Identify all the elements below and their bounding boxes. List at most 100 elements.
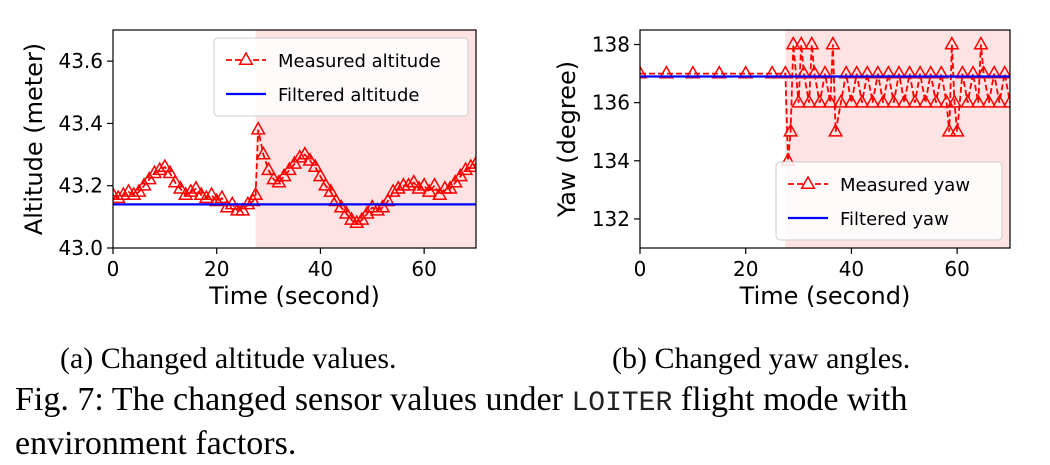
data-point [986, 65, 1002, 79]
data-point [880, 65, 897, 79]
data-point [790, 94, 807, 108]
data-point [152, 161, 168, 176]
data-point [777, 65, 793, 79]
data-point [463, 158, 476, 172]
data-point [260, 161, 277, 176]
data-point [390, 180, 406, 194]
x-axis-label: Time (second) [208, 282, 380, 310]
data-point [838, 65, 854, 79]
x-tick-label: 60 [944, 257, 969, 281]
legend: Measured yaw Filtered yaw [775, 161, 1003, 241]
data-point [172, 180, 188, 194]
data-point [804, 36, 820, 50]
data-point [401, 177, 417, 191]
data-point [965, 65, 981, 79]
x-tick-label: 60 [411, 257, 436, 281]
data-point [349, 214, 365, 229]
x-tick-label: 40 [308, 257, 333, 281]
data-point [827, 123, 844, 137]
caption-b: (b) Changed yaw angles. [612, 342, 911, 375]
legend-box [775, 161, 1003, 241]
data-point [796, 65, 812, 79]
data-point [891, 65, 907, 79]
plot-frame [112, 29, 477, 249]
series-line [640, 44, 1010, 161]
data-point [870, 65, 886, 79]
data-point [859, 65, 875, 79]
x-tick-label: 20 [204, 257, 229, 281]
data-point [307, 158, 323, 172]
data-point [115, 186, 131, 201]
data-point [849, 65, 865, 79]
data-point [302, 152, 318, 166]
data-point [255, 146, 271, 160]
data-point [248, 186, 264, 201]
data-point [960, 94, 976, 108]
data-point [912, 65, 928, 79]
legend-marker [800, 175, 816, 189]
data-point [406, 174, 422, 188]
data-point [933, 65, 949, 79]
data-point [997, 65, 1010, 79]
legend-label: Measured yaw [840, 175, 970, 196]
data-point [901, 65, 918, 79]
data-point [896, 94, 912, 108]
legend-label: Filtered altitude [278, 85, 419, 106]
y-tick-label: 43.2 [58, 174, 103, 198]
figure-caption: Fig. 7: The changed sensor values under … [15, 380, 1045, 464]
data-point [917, 94, 934, 108]
legend: Measured altitude Filtered altitude [213, 37, 469, 117]
data-point [312, 167, 329, 182]
data-point [297, 146, 313, 160]
figure: 0 20 40 60 43.0 43.2 43.4 43.6 Time (second) Alti… [20, 29, 1011, 310]
data-point [157, 158, 173, 172]
x-tick-label: 0 [634, 257, 647, 281]
data-point [658, 65, 675, 79]
data-point [793, 36, 809, 50]
data-point [946, 94, 963, 108]
data-point [817, 65, 833, 79]
data-point [640, 65, 648, 79]
legend-marker [238, 51, 254, 65]
legend-label: Measured altitude [278, 51, 441, 72]
data-point [224, 195, 240, 210]
data-point [833, 94, 849, 108]
data-point [812, 94, 828, 108]
data-point [468, 155, 476, 169]
y-tick-label: 132 [592, 207, 630, 231]
data-point [416, 177, 432, 191]
data-point [783, 123, 799, 137]
y-tick-label: 136 [592, 91, 630, 115]
data-point [411, 180, 427, 194]
data-point [338, 205, 354, 219]
figure-caption-suffix: flight mode with environment factors. [15, 381, 908, 462]
data-point [369, 202, 386, 216]
data-point [801, 94, 817, 108]
plot-frame [639, 29, 1011, 249]
data-point [854, 94, 870, 108]
data-point [843, 94, 860, 108]
data-point [167, 174, 183, 188]
data-point [318, 177, 334, 191]
data-layer [113, 121, 476, 229]
data-point [764, 65, 780, 79]
caption-a: (a) Changed altitude values. [60, 342, 397, 375]
data-point [864, 94, 881, 108]
data-point [240, 195, 256, 210]
y-axis-label: Altitude (meter) [20, 43, 48, 235]
data-point [426, 177, 443, 191]
data-point [822, 94, 838, 108]
y-axis-label: Yaw (degree) [553, 61, 581, 218]
y-tick-label: 134 [592, 149, 630, 173]
data-point [928, 94, 944, 108]
x-tick-label: 0 [107, 257, 120, 281]
data-point [333, 198, 349, 213]
data-point [975, 65, 992, 79]
data-point [785, 36, 801, 50]
data-point [126, 186, 142, 201]
data-point [954, 65, 971, 79]
data-point [214, 189, 230, 204]
data-point [738, 65, 754, 79]
data-point [323, 183, 339, 197]
x-tick-label: 20 [733, 257, 758, 281]
